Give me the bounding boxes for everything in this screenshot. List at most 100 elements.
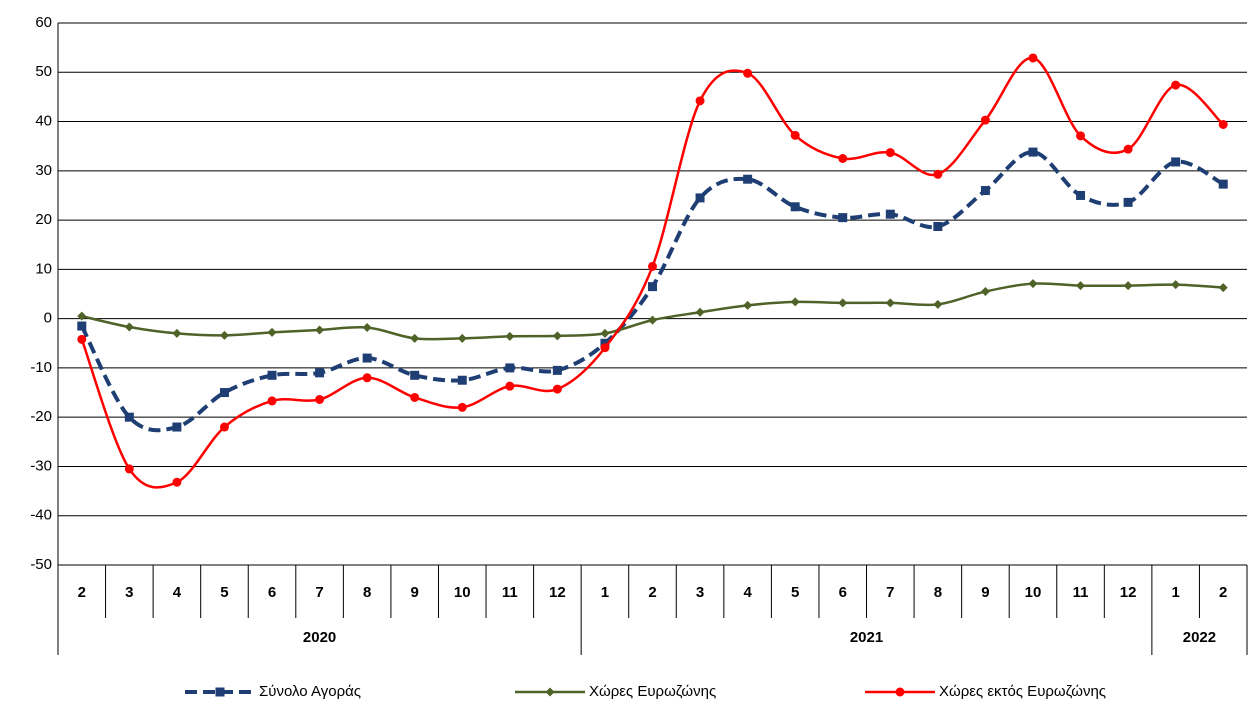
- series-line: [80, 56, 1225, 489]
- marker: [457, 402, 467, 412]
- x-tick-label: 7: [886, 584, 894, 601]
- marker: [648, 261, 657, 271]
- marker: [980, 287, 990, 297]
- legend-label: Χώρες Ευρωζώνης: [589, 683, 716, 700]
- marker: [695, 193, 705, 203]
- marker: [980, 115, 990, 125]
- marker: [124, 464, 134, 474]
- marker: [552, 365, 562, 375]
- y-tick-label: 30: [35, 162, 52, 179]
- marker: [219, 388, 229, 398]
- x-tick-label: 10: [454, 584, 471, 601]
- marker: [315, 325, 325, 335]
- y-tick-label: -10: [30, 359, 52, 376]
- marker: [552, 331, 562, 341]
- marker: [1028, 53, 1038, 63]
- marker: [1123, 281, 1133, 291]
- marker: [124, 322, 134, 332]
- x-tick-label: 11: [1073, 584, 1089, 601]
- y-tick-label: 60: [35, 14, 52, 31]
- marker: [1028, 147, 1038, 157]
- marker: [648, 282, 657, 292]
- marker: [600, 343, 610, 353]
- marker: [505, 331, 515, 341]
- marker: [1123, 144, 1133, 154]
- series-line: [80, 150, 1225, 433]
- marker: [77, 311, 87, 321]
- marker: [1076, 131, 1086, 141]
- x-tick-label: 2: [1219, 584, 1227, 601]
- marker: [172, 328, 182, 338]
- marker: [838, 154, 848, 163]
- marker: [790, 297, 800, 307]
- marker: [933, 169, 943, 179]
- x-tick-label: 12: [1120, 584, 1137, 601]
- y-tick-label: -50: [30, 556, 52, 573]
- marker: [505, 381, 515, 391]
- marker: [172, 422, 182, 432]
- marker: [980, 186, 990, 196]
- x-tick-label: 11: [502, 584, 518, 601]
- marker: [457, 375, 467, 385]
- y-tick-label: 50: [35, 63, 52, 80]
- marker: [838, 213, 848, 223]
- y-tick-label: -20: [30, 408, 52, 425]
- x-tick-label: 2: [78, 584, 86, 601]
- x-tick-label: 12: [549, 584, 566, 601]
- marker: [172, 477, 182, 487]
- x-tick-label: 3: [696, 584, 704, 601]
- marker: [1076, 281, 1086, 291]
- marker: [1218, 120, 1228, 130]
- series-line: [81, 282, 1224, 341]
- marker: [267, 396, 277, 406]
- y-tick-label: 20: [35, 211, 52, 228]
- legend-label: Σύνολο Αγοράς: [259, 683, 361, 700]
- marker: [885, 148, 895, 158]
- marker: [695, 307, 705, 317]
- marker: [1076, 190, 1086, 200]
- marker: [885, 298, 895, 308]
- marker: [552, 384, 562, 394]
- x-tick-label: 4: [173, 584, 182, 601]
- x-tick-label: 1: [601, 584, 609, 601]
- marker: [545, 687, 555, 697]
- marker: [743, 174, 753, 184]
- x-tick-label: 1: [1171, 584, 1179, 601]
- marker: [124, 412, 134, 422]
- marker: [790, 130, 800, 140]
- marker: [505, 363, 515, 373]
- marker: [1171, 157, 1181, 167]
- marker: [838, 298, 848, 308]
- marker: [215, 687, 225, 697]
- year-label: 2021: [850, 629, 883, 646]
- x-tick-label: 7: [315, 584, 323, 601]
- marker: [362, 373, 372, 383]
- marker: [77, 321, 87, 331]
- marker: [410, 370, 420, 380]
- marker: [933, 299, 943, 309]
- marker: [315, 368, 325, 378]
- marker: [743, 68, 753, 78]
- marker: [895, 687, 905, 697]
- marker: [885, 209, 895, 219]
- marker: [457, 333, 467, 343]
- y-tick-label: 10: [35, 260, 52, 277]
- marker: [1028, 279, 1038, 289]
- y-tick-label: -30: [30, 457, 52, 474]
- x-tick-label: 3: [125, 584, 133, 601]
- marker: [219, 330, 229, 340]
- marker: [267, 327, 277, 337]
- marker: [1123, 197, 1133, 207]
- legend-label: Χώρες εκτός Ευρωζώνης: [939, 683, 1106, 700]
- x-tick-label: 8: [934, 584, 942, 601]
- marker: [648, 315, 657, 325]
- x-tick-label: 2: [648, 584, 656, 601]
- marker: [410, 333, 420, 343]
- year-label: 2020: [303, 629, 336, 646]
- marker: [600, 328, 610, 338]
- x-tick-label: 4: [743, 584, 752, 601]
- marker: [790, 202, 800, 212]
- marker: [1171, 80, 1181, 90]
- marker: [362, 353, 372, 363]
